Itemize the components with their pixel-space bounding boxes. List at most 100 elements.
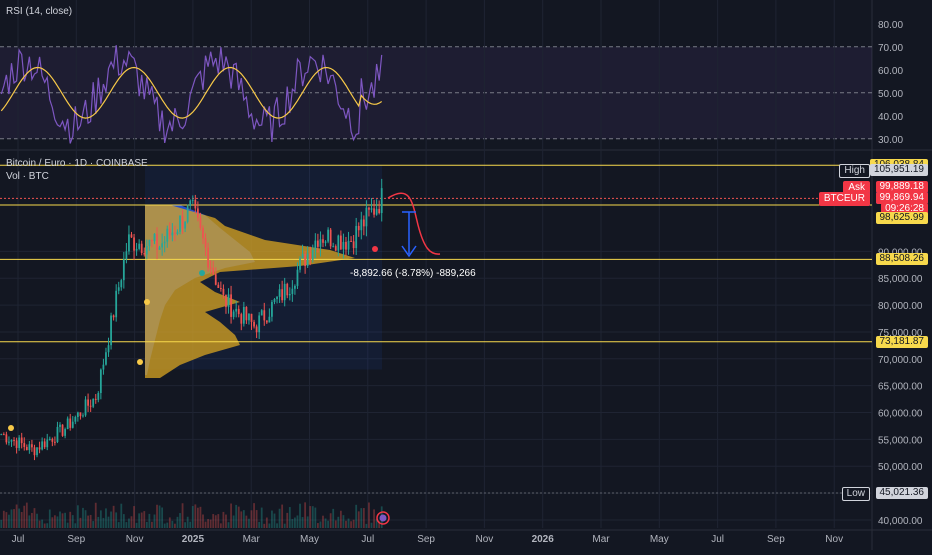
volume-bar <box>84 510 87 528</box>
volume-bar <box>15 504 18 528</box>
volume-bar <box>158 505 161 528</box>
volume-bar <box>36 513 38 528</box>
candle-body <box>184 221 187 229</box>
candle-body <box>314 240 317 251</box>
candle-body <box>288 294 291 296</box>
volume-bar <box>92 521 95 528</box>
volume-bar <box>151 521 153 528</box>
candle-body <box>265 320 268 323</box>
candle-body <box>18 437 21 448</box>
candle-body <box>31 444 33 448</box>
measure-label: -8,892.66 (-8.78%) -889,266 <box>350 268 476 279</box>
volume-bar <box>240 511 243 528</box>
volume-bar <box>209 519 212 528</box>
volume-bar <box>245 515 248 528</box>
volume-bar <box>125 522 128 528</box>
candle-body <box>194 199 197 209</box>
price-tick-label: 80,000.00 <box>878 301 923 312</box>
rsi-title: RSI (14, close) <box>6 6 73 17</box>
volume-bar <box>265 517 268 528</box>
volume-bar <box>370 522 373 528</box>
price-tag-label: Low <box>841 486 870 501</box>
candle-body <box>38 447 41 450</box>
candle-body <box>299 258 301 270</box>
candle-body <box>128 234 130 252</box>
volume-bar <box>82 507 84 528</box>
candle-body <box>28 444 31 451</box>
volume-bar <box>64 512 67 528</box>
price-tag: 99,869.94 <box>875 192 928 205</box>
time-tick-label: Nov <box>825 534 843 545</box>
volume-bar <box>345 520 347 528</box>
price-tick-label: 70,000.00 <box>878 355 923 366</box>
candle-body <box>64 429 67 436</box>
volume-bar <box>360 508 363 528</box>
candle-body <box>204 238 207 248</box>
candle-body <box>186 205 189 222</box>
volume-bar <box>299 503 301 528</box>
candle-body <box>209 267 212 269</box>
candle-body <box>378 208 381 214</box>
candle-body <box>20 437 23 444</box>
price-tag-value: 99,869.94 <box>879 192 925 204</box>
volume-bar <box>250 510 253 528</box>
candle-body <box>13 440 15 442</box>
candle-body <box>120 280 123 288</box>
candle-body <box>294 285 296 289</box>
candle-body <box>301 253 304 259</box>
candle-body <box>59 424 61 427</box>
candle-body <box>368 207 370 210</box>
measure-arrow-head <box>401 245 417 258</box>
candle-body <box>25 446 28 451</box>
candle-body <box>97 393 100 400</box>
volume-bar <box>174 523 176 528</box>
rsi-tick-label: 30.00 <box>878 135 903 146</box>
price-tag: 88,508.26 <box>875 253 928 266</box>
volume-bar <box>373 509 375 528</box>
candle-body <box>360 219 363 231</box>
volume-bar <box>260 507 263 528</box>
rsi-tick-label: 40.00 <box>878 112 903 123</box>
price-tag-value: 99,889.18 <box>879 181 925 193</box>
volume-bar <box>97 516 100 528</box>
candle-body <box>125 251 128 260</box>
rsi-tick-label: 80.00 <box>878 20 903 31</box>
volume-bar <box>202 514 204 528</box>
volume-bar <box>350 521 352 528</box>
candle-body <box>163 241 166 244</box>
volume-bar <box>337 516 340 528</box>
volume-bar <box>301 517 304 528</box>
volume-bar <box>268 523 271 528</box>
price-tick-label: 75,000.00 <box>878 328 923 339</box>
time-tick-label: Nov <box>476 534 494 545</box>
candle-body <box>117 287 120 291</box>
time-tick-label: May <box>650 534 669 545</box>
volume-bar <box>110 511 112 528</box>
volume-bar <box>13 509 15 528</box>
candle-body <box>212 267 215 275</box>
candle-body <box>153 233 156 242</box>
candle-body <box>370 208 373 210</box>
volume-bar <box>153 514 156 528</box>
candle-body <box>89 405 92 407</box>
volume-bar <box>56 516 59 528</box>
volume-bar <box>59 511 61 528</box>
candle-body <box>202 227 204 239</box>
candle-body <box>214 274 217 285</box>
price-tick-label: 60,000.00 <box>878 409 923 420</box>
candle-body <box>365 207 368 227</box>
volume-bar <box>138 513 141 528</box>
price-tag: 45,021.36 <box>875 486 928 499</box>
candle-body <box>61 424 64 436</box>
volume-bar <box>112 505 115 528</box>
volume-bar <box>378 521 381 528</box>
time-tick-label: Mar <box>592 534 610 545</box>
volume-bar <box>176 516 179 528</box>
candle-body <box>207 247 209 268</box>
candle-body <box>8 441 10 443</box>
symbol-title[interactable]: Bitcoin / Euro · 1D · COINBASE <box>6 158 148 169</box>
candle-body <box>309 253 312 260</box>
candle-body <box>357 225 360 231</box>
